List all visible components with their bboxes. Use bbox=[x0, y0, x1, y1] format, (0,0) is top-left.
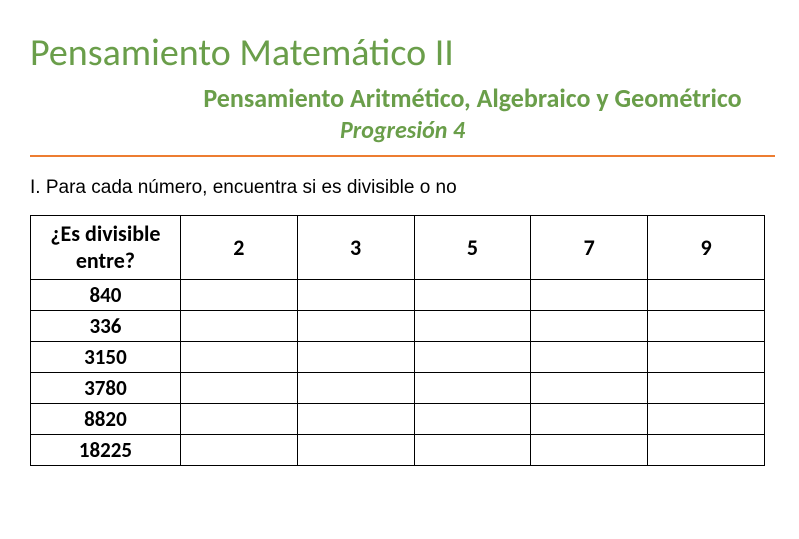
table-cell bbox=[297, 404, 414, 435]
table-row: 8820 bbox=[31, 404, 765, 435]
table-cell bbox=[531, 404, 648, 435]
page-progression: Progresión 4 bbox=[30, 116, 775, 145]
row-label: 3780 bbox=[31, 373, 181, 404]
row-label: 18225 bbox=[31, 435, 181, 466]
table-row: 18225 bbox=[31, 435, 765, 466]
table-cell bbox=[297, 311, 414, 342]
table-cell bbox=[531, 311, 648, 342]
col-header: 5 bbox=[414, 216, 531, 280]
table-cell bbox=[297, 280, 414, 311]
row-label: 8820 bbox=[31, 404, 181, 435]
table-cell bbox=[531, 435, 648, 466]
table-cell bbox=[180, 435, 297, 466]
table-cell bbox=[297, 342, 414, 373]
row-label: 336 bbox=[31, 311, 181, 342]
page-subtitle: Pensamiento Aritmético, Algebraico y Geo… bbox=[30, 82, 775, 114]
table-cell bbox=[414, 280, 531, 311]
table-row: 3780 bbox=[31, 373, 765, 404]
col-header: 9 bbox=[648, 216, 765, 280]
table-cell bbox=[531, 280, 648, 311]
table-cell bbox=[180, 404, 297, 435]
row-label: 840 bbox=[31, 280, 181, 311]
table-cell bbox=[531, 373, 648, 404]
page-title: Pensamiento Matemático II bbox=[30, 30, 775, 76]
table-cell bbox=[297, 435, 414, 466]
table-cell bbox=[531, 342, 648, 373]
table-body: 840 336 3150 3780 bbox=[31, 280, 765, 466]
table-cell bbox=[648, 404, 765, 435]
table-cell bbox=[414, 435, 531, 466]
corner-header-line1: ¿Es divisible bbox=[50, 220, 160, 247]
table-row: 840 bbox=[31, 280, 765, 311]
col-header: 2 bbox=[180, 216, 297, 280]
table-cell bbox=[297, 373, 414, 404]
col-header: 3 bbox=[297, 216, 414, 280]
table-cell bbox=[180, 373, 297, 404]
table-cell bbox=[648, 435, 765, 466]
table-cell bbox=[180, 280, 297, 311]
table-cell bbox=[414, 404, 531, 435]
table-cell bbox=[180, 342, 297, 373]
table-row: 3150 bbox=[31, 342, 765, 373]
table-cell bbox=[648, 342, 765, 373]
table-cell bbox=[648, 280, 765, 311]
table-cell bbox=[180, 311, 297, 342]
divisibility-table: ¿Es divisible entre? 2 3 5 7 9 840 336 bbox=[30, 215, 765, 466]
corner-header-line2: entre? bbox=[76, 247, 135, 274]
section-divider bbox=[30, 155, 775, 157]
table-cell bbox=[414, 311, 531, 342]
table-cell bbox=[648, 311, 765, 342]
col-header: 7 bbox=[531, 216, 648, 280]
table-cell bbox=[414, 373, 531, 404]
row-label: 3150 bbox=[31, 342, 181, 373]
instruction-text: I. Para cada número, encuentra si es div… bbox=[30, 177, 775, 199]
table-header-row: ¿Es divisible entre? 2 3 5 7 9 bbox=[31, 216, 765, 280]
table-corner-header: ¿Es divisible entre? bbox=[31, 216, 181, 280]
table-row: 336 bbox=[31, 311, 765, 342]
table-cell bbox=[648, 373, 765, 404]
table-cell bbox=[414, 342, 531, 373]
